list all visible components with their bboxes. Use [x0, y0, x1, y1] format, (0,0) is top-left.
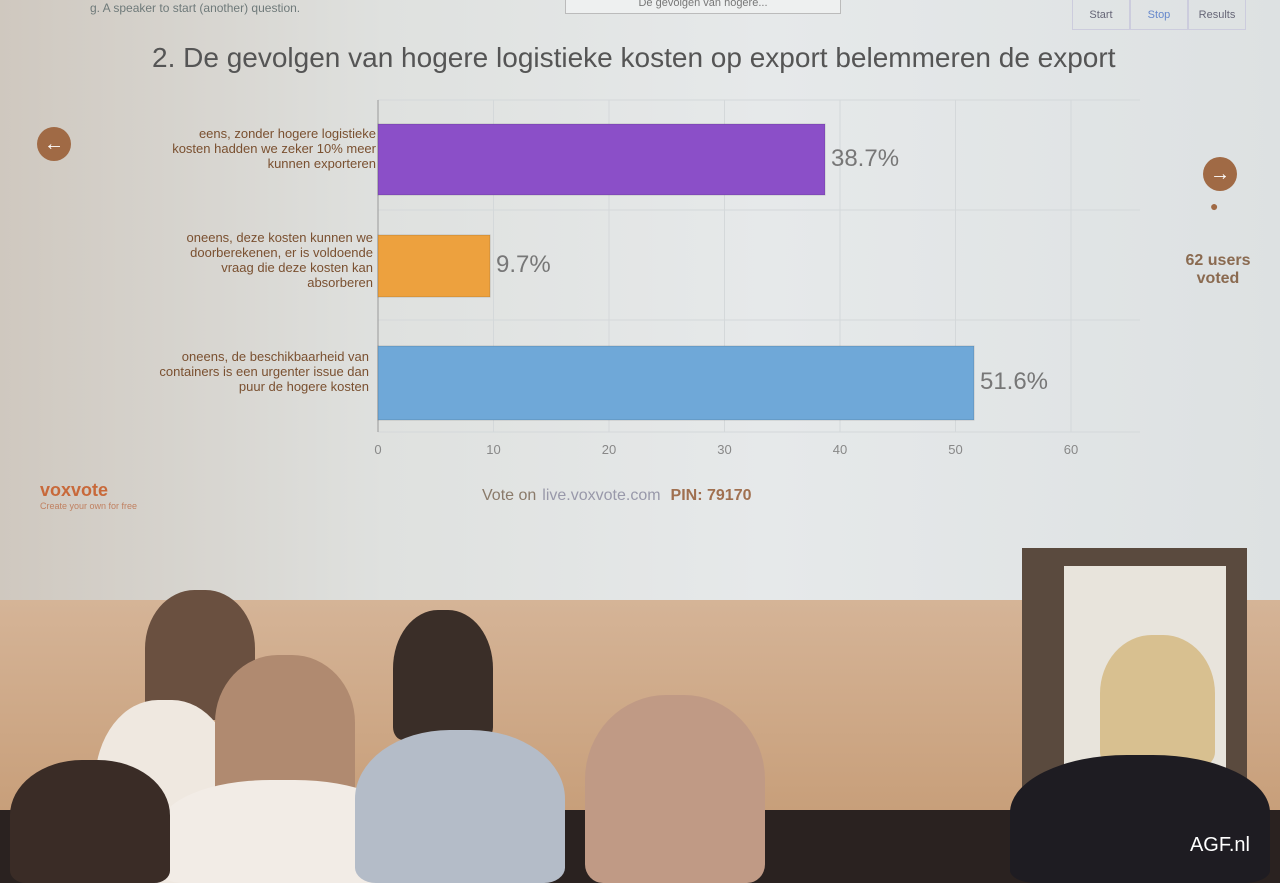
- audience-head: [393, 610, 493, 740]
- user-icon: ●: [1210, 198, 1219, 214]
- data-label: 51.6%: [979, 368, 1049, 395]
- category-label: eens, zonder hogere logistieke kosten ha…: [172, 126, 376, 171]
- previous-arrow-icon[interactable]: ←: [37, 127, 71, 161]
- data-label: 38.7%: [830, 144, 900, 172]
- bar-chart: [377, 99, 1140, 433]
- bar: [377, 234, 491, 298]
- results-button[interactable]: Results: [1188, 0, 1246, 30]
- stop-button[interactable]: Stop: [1130, 0, 1188, 30]
- audience-head: [585, 695, 765, 883]
- vote-info: Vote on live.voxvote.com PIN: 79170: [482, 487, 752, 504]
- instruction-text: g. A speaker to start (another) question…: [90, 1, 301, 15]
- audience-body: [1010, 755, 1270, 883]
- category-label: oneens, de beschikbaarheid van container…: [159, 349, 369, 394]
- audience-head: [10, 760, 170, 883]
- voxvote-logo: voxvote Create your own for free: [40, 480, 138, 511]
- x-tick-label: 0: [374, 442, 382, 457]
- audience-body: [355, 730, 565, 883]
- question-title: 2. De gevolgen van hogere logistieke kos…: [152, 42, 1116, 73]
- x-tick-label: 50: [948, 442, 963, 457]
- data-label: 9.7%: [496, 251, 551, 278]
- pin: PIN: 79170: [670, 487, 752, 504]
- bar: [377, 123, 826, 196]
- users-voted: 62 users voted: [1185, 252, 1251, 287]
- x-tick-label: 40: [832, 442, 848, 457]
- watermark: AGF.nl: [1189, 834, 1250, 856]
- x-tick-label: 30: [717, 442, 732, 457]
- x-tick-label: 20: [601, 442, 617, 457]
- x-tick-label: 60: [1063, 442, 1079, 457]
- category-label: oneens, deze kosten kunnen we doorbereke…: [186, 230, 373, 290]
- start-button[interactable]: Start: [1072, 0, 1130, 30]
- question-select[interactable]: De gevolgen van hogere...: [565, 0, 841, 14]
- x-tick-label: 10: [486, 442, 501, 457]
- audience-head: [1100, 635, 1215, 765]
- next-arrow-icon[interactable]: →: [1203, 157, 1237, 191]
- vote-url[interactable]: live.voxvote.com: [542, 487, 661, 504]
- projected-screen: g. A speaker to start (another) question…: [0, 0, 1280, 600]
- bar: [377, 345, 975, 421]
